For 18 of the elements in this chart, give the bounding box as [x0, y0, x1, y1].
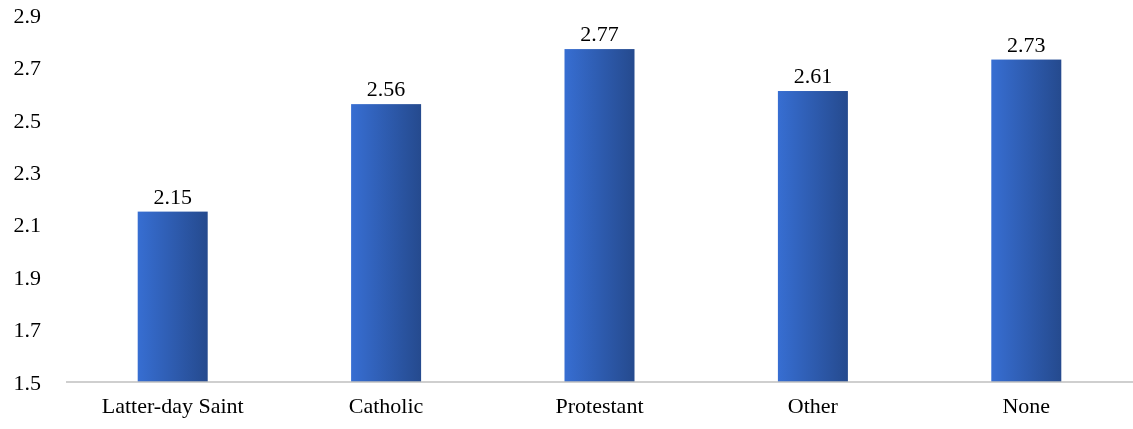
y-tick-label: 1.9 — [13, 264, 41, 290]
x-tick-label: Latter-day Saint — [101, 393, 244, 418]
data-label: 2.56 — [366, 76, 406, 102]
y-tick-label: 2.9 — [13, 2, 41, 28]
y-tick-label: 2.5 — [13, 107, 41, 133]
x-tick-label: None — [1002, 393, 1051, 418]
data-label: 2.15 — [153, 183, 192, 209]
y-tick-label: 1.7 — [13, 317, 41, 343]
x-tick-label: Catholic — [348, 393, 424, 418]
y-tick-label: 2.7 — [13, 55, 41, 81]
y-tick-label: 2.1 — [13, 212, 41, 238]
y-tick-label: 1.5 — [13, 369, 41, 395]
data-label: 2.73 — [1007, 31, 1046, 57]
x-tick-label: Protestant — [555, 393, 644, 418]
data-label: 2.77 — [580, 21, 619, 47]
y-tick-label: 2.3 — [13, 159, 41, 185]
x-tick-label: Other — [787, 393, 839, 418]
data-label: 2.61 — [793, 63, 833, 89]
